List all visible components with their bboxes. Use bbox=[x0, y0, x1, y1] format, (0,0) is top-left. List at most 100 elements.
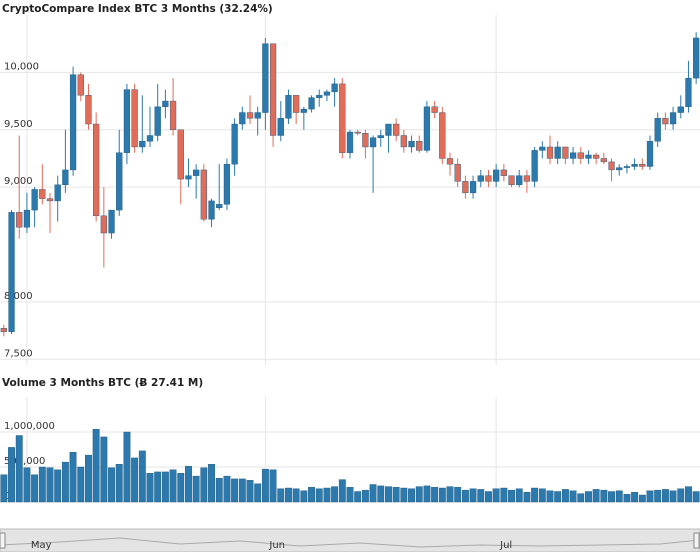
x-tick-label: May bbox=[31, 540, 52, 551]
volume-bar bbox=[669, 490, 677, 503]
volume-bar bbox=[108, 467, 115, 503]
volume-bar bbox=[77, 466, 85, 503]
candle-body bbox=[69, 74, 77, 171]
navigator-handle[interactable] bbox=[0, 532, 6, 549]
candle-body bbox=[477, 175, 484, 182]
volume-bar bbox=[538, 488, 546, 503]
candle-body bbox=[569, 152, 577, 159]
candle-body bbox=[346, 131, 354, 153]
candle-body bbox=[131, 89, 138, 148]
volume-bar bbox=[500, 487, 508, 503]
candle-body bbox=[562, 146, 569, 159]
volume-bar bbox=[677, 488, 685, 503]
candle-body bbox=[316, 95, 323, 98]
candle-body bbox=[531, 150, 538, 182]
candle-body bbox=[331, 83, 338, 93]
volume-bar bbox=[31, 474, 39, 503]
volume-bar bbox=[531, 487, 539, 503]
candle-body bbox=[169, 100, 177, 130]
volume-bar bbox=[231, 478, 239, 503]
volume-bar bbox=[38, 466, 46, 503]
volume-bar bbox=[431, 487, 439, 503]
candle-body bbox=[23, 209, 31, 228]
volume-bar bbox=[415, 486, 423, 503]
candle-body bbox=[323, 91, 331, 96]
volume-bar bbox=[61, 461, 69, 503]
candle-body bbox=[339, 83, 346, 153]
candle-body bbox=[446, 158, 454, 165]
candle-body bbox=[577, 152, 584, 159]
candle-body bbox=[608, 161, 615, 171]
candle-body bbox=[85, 95, 92, 125]
candle-body bbox=[593, 154, 600, 159]
volume-bar bbox=[608, 491, 615, 503]
candle-body bbox=[77, 74, 84, 96]
candle-body bbox=[46, 198, 54, 202]
candle-body bbox=[639, 163, 646, 167]
volume-bar bbox=[446, 486, 454, 503]
y-tick-label: 8,000 bbox=[4, 291, 33, 302]
volume-bar bbox=[492, 488, 500, 503]
candle-body bbox=[616, 167, 623, 171]
volume-bar bbox=[546, 490, 554, 503]
candle-body bbox=[400, 135, 407, 148]
volume-bar bbox=[123, 431, 131, 503]
candle-body bbox=[408, 141, 415, 148]
candle-body bbox=[677, 106, 684, 113]
volume-bar bbox=[138, 450, 146, 503]
candle-body bbox=[93, 123, 100, 217]
candle-body bbox=[546, 146, 554, 159]
candle-body bbox=[154, 106, 161, 136]
x-tick-label: Jul bbox=[499, 540, 512, 551]
volume-bar bbox=[254, 483, 262, 503]
candle-body bbox=[516, 175, 523, 186]
candle-body bbox=[631, 163, 638, 167]
volume-bar bbox=[54, 469, 62, 503]
volume-bar bbox=[346, 487, 354, 503]
volume-bar bbox=[438, 487, 446, 503]
y-tick-label: 10,000 bbox=[4, 61, 39, 72]
volume-bar bbox=[92, 429, 100, 503]
volume-bar bbox=[615, 490, 623, 503]
candle-body bbox=[139, 141, 146, 148]
candle-body bbox=[100, 215, 107, 234]
candle-body bbox=[646, 141, 654, 167]
volume-bar bbox=[631, 492, 639, 503]
volume-bar bbox=[554, 491, 562, 503]
navigator-line bbox=[0, 537, 700, 548]
volume-bar bbox=[685, 486, 692, 503]
volume-bar bbox=[638, 494, 646, 503]
volume-bar bbox=[238, 478, 246, 503]
volume-bar bbox=[46, 467, 54, 503]
candle-body bbox=[185, 175, 192, 180]
candle-body bbox=[439, 112, 446, 159]
candle-body bbox=[554, 146, 561, 159]
candle-body bbox=[108, 209, 115, 234]
volume-bar bbox=[23, 467, 31, 503]
candle-body bbox=[454, 163, 461, 182]
candle-body bbox=[62, 169, 69, 186]
volume-bar bbox=[146, 473, 154, 503]
candle-body bbox=[31, 189, 38, 211]
volume-bar bbox=[154, 471, 162, 503]
candle-body bbox=[116, 152, 123, 211]
candle-body bbox=[239, 112, 246, 125]
navigator[interactable] bbox=[0, 528, 700, 552]
candle-body bbox=[523, 175, 531, 182]
chart-title: CryptoCompare Index BTC 3 Months (32.24%… bbox=[2, 3, 273, 15]
candle-body bbox=[485, 175, 492, 182]
volume-bar bbox=[523, 492, 531, 503]
volume-bar bbox=[454, 487, 462, 503]
volume-bar bbox=[85, 454, 92, 503]
candle-body bbox=[693, 37, 700, 79]
volume-bar bbox=[177, 473, 185, 503]
candle-body bbox=[277, 118, 284, 136]
candle-body bbox=[146, 135, 154, 142]
volume-bar bbox=[15, 435, 23, 503]
navigator-handle[interactable] bbox=[693, 532, 700, 549]
candle-body bbox=[393, 123, 400, 136]
volume-bar bbox=[569, 490, 577, 503]
volume-bar bbox=[315, 488, 323, 503]
volume-bar bbox=[577, 493, 585, 503]
